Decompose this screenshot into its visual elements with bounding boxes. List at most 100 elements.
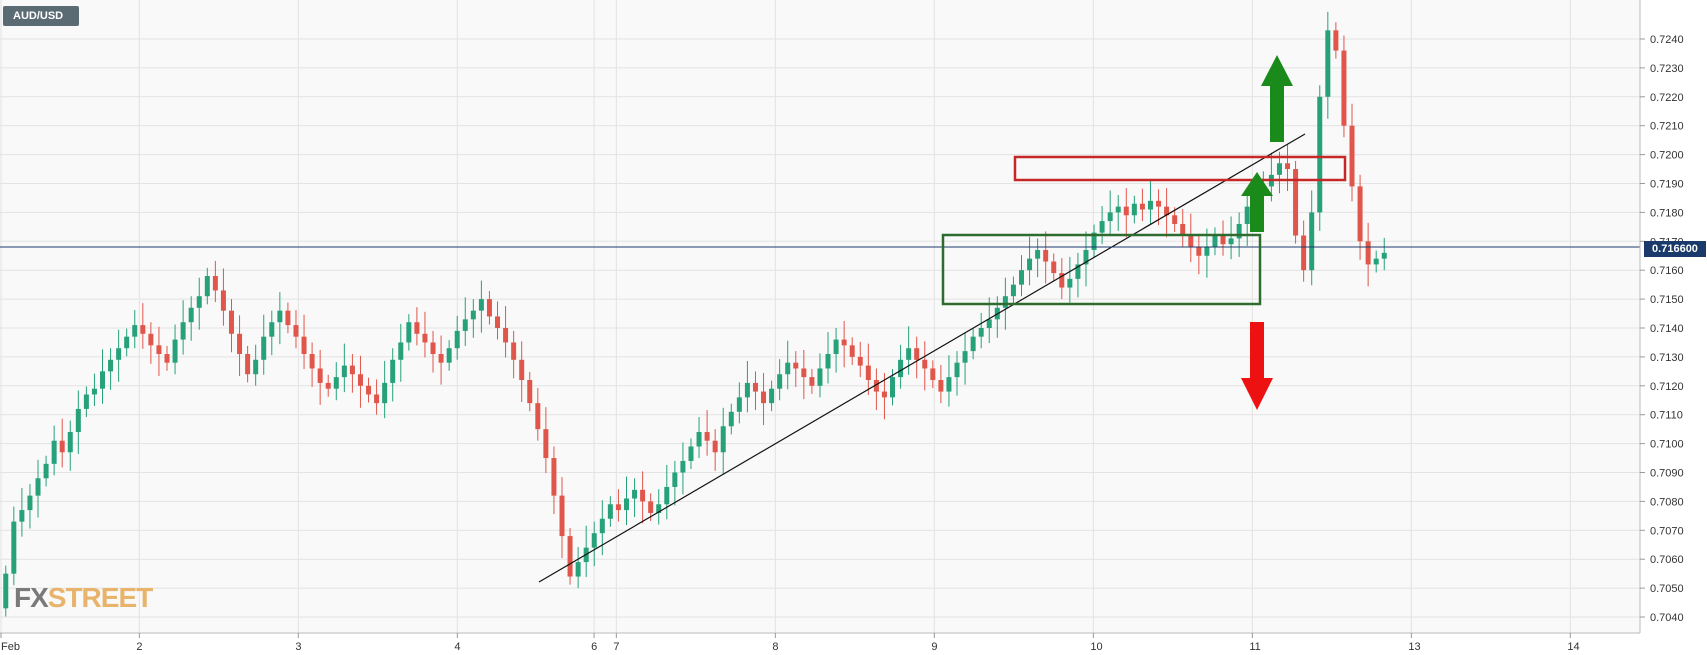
y-tick-label: 0.7100 bbox=[1650, 439, 1684, 451]
candles bbox=[3, 11, 1387, 617]
candle-body bbox=[1293, 169, 1299, 236]
candle bbox=[1373, 250, 1379, 273]
candle bbox=[1051, 253, 1057, 282]
candle-body bbox=[1051, 261, 1057, 274]
candle bbox=[172, 324, 178, 375]
y-tick-label: 0.7210 bbox=[1650, 121, 1684, 133]
candle bbox=[656, 489, 662, 525]
candle bbox=[712, 429, 718, 471]
candle-body bbox=[752, 382, 758, 392]
candle-body bbox=[607, 504, 613, 519]
candle bbox=[35, 459, 41, 518]
candle bbox=[140, 303, 146, 349]
candle bbox=[623, 476, 629, 526]
candle bbox=[277, 292, 283, 345]
candle bbox=[228, 299, 234, 353]
candle-body bbox=[212, 275, 218, 291]
candle bbox=[1123, 188, 1129, 238]
candle-body bbox=[1164, 206, 1170, 216]
candle bbox=[954, 351, 960, 396]
fxstreet-logo: FXSTREET bbox=[14, 582, 153, 614]
candle bbox=[11, 506, 17, 586]
candle bbox=[1075, 252, 1081, 298]
candle-body bbox=[833, 339, 839, 355]
candle-body bbox=[301, 336, 307, 355]
candle bbox=[833, 328, 839, 373]
candle-body bbox=[398, 342, 404, 360]
candle bbox=[1035, 238, 1041, 278]
candle bbox=[922, 341, 928, 391]
candle-body bbox=[27, 495, 33, 511]
candle-body bbox=[164, 354, 170, 363]
candle bbox=[1244, 188, 1250, 246]
candle bbox=[640, 471, 646, 524]
candle-body bbox=[1188, 235, 1194, 248]
candle-body bbox=[1147, 200, 1153, 210]
candle bbox=[527, 371, 533, 412]
candle-body bbox=[575, 562, 581, 577]
y-axis-ticks: 0.7040 0.7050 0.7060 0.7070 0.7080 0.7090 0.71… bbox=[1640, 34, 1684, 624]
candle-body bbox=[986, 319, 992, 328]
candle-body bbox=[1349, 125, 1355, 187]
candle bbox=[881, 373, 887, 420]
candle-body bbox=[253, 359, 259, 375]
candle-body bbox=[228, 310, 234, 334]
candle bbox=[83, 386, 89, 418]
candle-body bbox=[938, 380, 944, 392]
x-tick-label: 8 bbox=[772, 641, 778, 653]
candle-body bbox=[1002, 296, 1008, 308]
y-tick-label: 0.7070 bbox=[1650, 525, 1684, 537]
candle-body bbox=[1083, 249, 1089, 265]
candle-body bbox=[696, 432, 702, 447]
candle-body bbox=[1123, 206, 1129, 216]
candle-body bbox=[1317, 96, 1323, 213]
candle bbox=[495, 301, 501, 340]
candle-body bbox=[269, 322, 275, 337]
candle-body bbox=[188, 307, 194, 323]
candle-body bbox=[19, 510, 25, 522]
candle-body bbox=[1035, 249, 1041, 259]
candle-body bbox=[1341, 50, 1347, 126]
candle-body bbox=[1381, 252, 1387, 259]
candle bbox=[873, 368, 879, 411]
candle-body bbox=[1180, 223, 1186, 236]
candle bbox=[1043, 231, 1049, 284]
candle-body bbox=[567, 536, 573, 577]
candle bbox=[188, 296, 194, 341]
candle-body bbox=[623, 498, 629, 511]
y-tick-label: 0.7060 bbox=[1650, 554, 1684, 566]
candle bbox=[728, 403, 734, 435]
candle-body bbox=[172, 339, 178, 363]
annotations bbox=[0, 55, 1640, 583]
candle bbox=[390, 348, 396, 402]
candle bbox=[1131, 195, 1137, 224]
candle-body bbox=[180, 322, 186, 340]
x-tick-label: 14 bbox=[1567, 641, 1579, 653]
candle bbox=[914, 336, 920, 379]
candle-body bbox=[744, 382, 750, 398]
candle-body bbox=[543, 429, 549, 459]
candle bbox=[196, 277, 202, 330]
candle bbox=[615, 489, 621, 522]
candle bbox=[1107, 190, 1113, 237]
candle bbox=[793, 351, 799, 387]
candle bbox=[108, 348, 114, 390]
candle-body bbox=[1010, 284, 1016, 297]
candle bbox=[575, 547, 581, 589]
candle bbox=[785, 340, 791, 390]
candle-body bbox=[777, 374, 783, 389]
candle bbox=[1067, 256, 1073, 303]
candle bbox=[777, 359, 783, 401]
candle-body bbox=[680, 460, 686, 473]
candle-body bbox=[1212, 235, 1218, 248]
candle bbox=[1309, 190, 1315, 286]
y-tick-label: 0.7160 bbox=[1650, 265, 1684, 277]
candle bbox=[132, 310, 138, 349]
candle-body bbox=[1172, 215, 1178, 224]
candle bbox=[382, 360, 388, 419]
candle bbox=[898, 344, 904, 389]
y-tick-label: 0.7190 bbox=[1650, 179, 1684, 191]
candle-body bbox=[648, 501, 654, 513]
logo-street: STREET bbox=[47, 582, 153, 613]
candle-body bbox=[1018, 270, 1024, 285]
